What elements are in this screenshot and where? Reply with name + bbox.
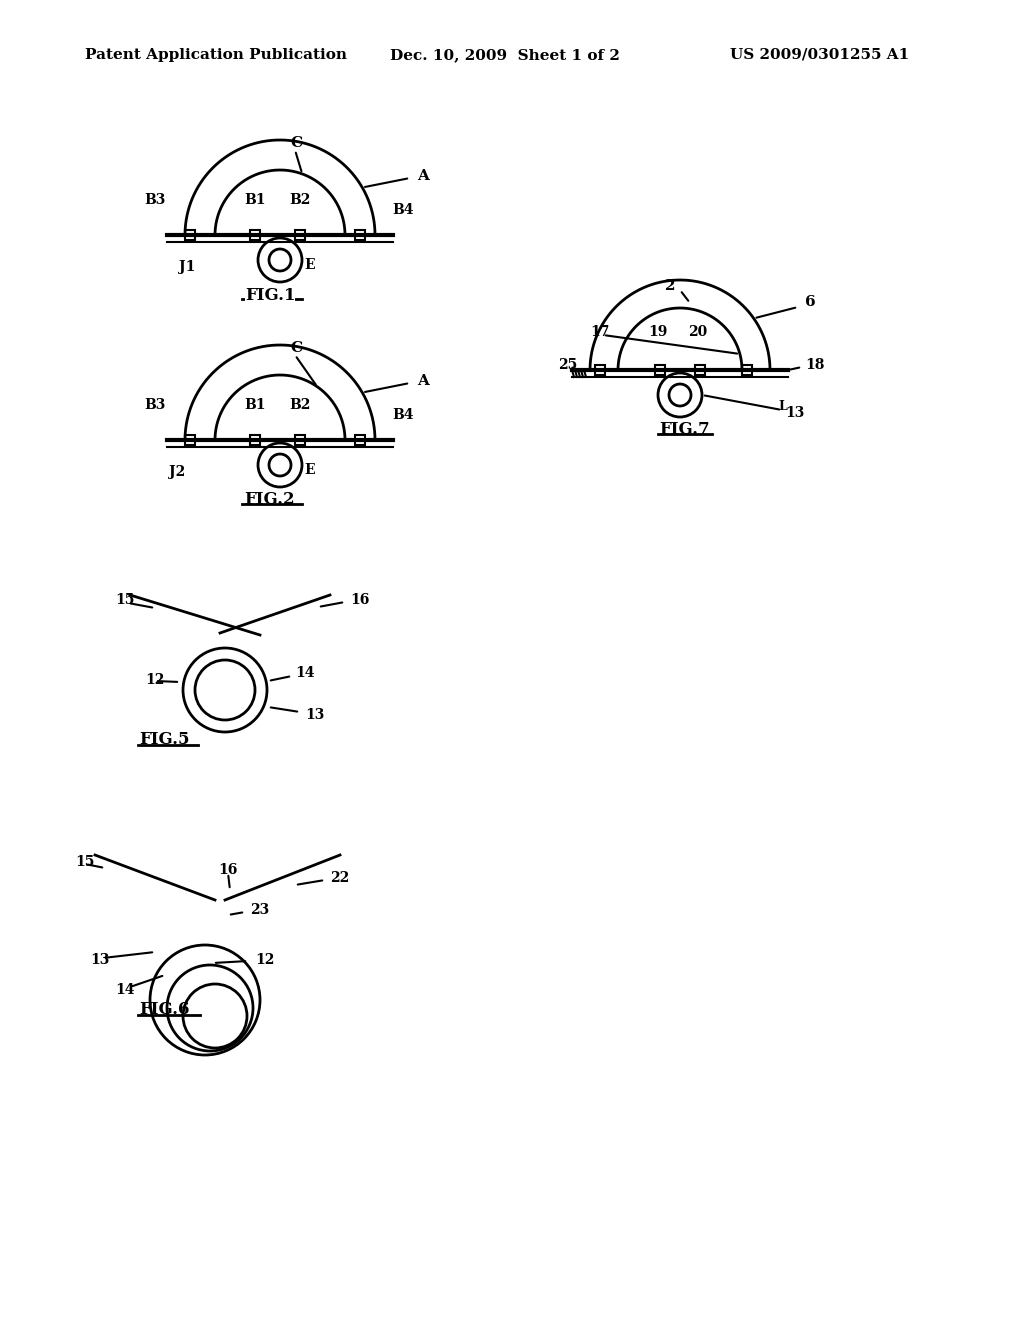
Text: 20: 20 — [688, 325, 708, 339]
Text: 16: 16 — [350, 593, 370, 607]
Text: 13: 13 — [305, 708, 325, 722]
Text: 2: 2 — [665, 279, 675, 293]
Text: 19: 19 — [648, 325, 668, 339]
Text: 22: 22 — [330, 871, 349, 884]
Text: J2: J2 — [169, 465, 185, 479]
Text: B2: B2 — [290, 193, 310, 207]
Text: 15: 15 — [75, 855, 94, 869]
Text: E: E — [305, 257, 315, 272]
Text: 23: 23 — [250, 903, 269, 917]
Text: B4: B4 — [392, 203, 414, 216]
Text: L: L — [778, 400, 786, 413]
Text: US 2009/0301255 A1: US 2009/0301255 A1 — [730, 48, 909, 62]
Bar — [595, 366, 605, 375]
Text: B1: B1 — [245, 193, 266, 207]
Bar — [295, 436, 305, 445]
Text: 14: 14 — [295, 667, 314, 680]
Text: J1: J1 — [179, 260, 196, 275]
Text: E: E — [305, 463, 315, 477]
Bar — [355, 230, 365, 240]
Text: 12: 12 — [145, 673, 165, 686]
Text: 13: 13 — [90, 953, 110, 968]
Bar — [355, 436, 365, 445]
Text: B1: B1 — [245, 399, 266, 412]
Bar — [185, 230, 195, 240]
Text: FIG.1: FIG.1 — [245, 286, 295, 304]
Text: FIG.5: FIG.5 — [139, 731, 190, 748]
Bar — [250, 436, 260, 445]
Bar — [655, 366, 665, 375]
Text: FIG.7: FIG.7 — [659, 421, 711, 438]
Text: FIG.6: FIG.6 — [139, 1002, 190, 1019]
Bar — [185, 436, 195, 445]
Text: 25: 25 — [558, 358, 578, 372]
Text: Patent Application Publication: Patent Application Publication — [85, 48, 347, 62]
Bar — [695, 366, 705, 375]
Text: B4: B4 — [392, 408, 414, 422]
Text: 12: 12 — [255, 953, 274, 968]
Bar — [250, 230, 260, 240]
Text: 13: 13 — [785, 407, 805, 420]
Text: FIG.2: FIG.2 — [245, 491, 295, 508]
Text: Dec. 10, 2009  Sheet 1 of 2: Dec. 10, 2009 Sheet 1 of 2 — [390, 48, 620, 62]
Text: C: C — [290, 136, 302, 150]
Bar — [742, 366, 752, 375]
Text: B2: B2 — [290, 399, 310, 412]
Text: B3: B3 — [144, 193, 166, 207]
Bar — [295, 230, 305, 240]
Text: A: A — [417, 374, 429, 388]
Text: C: C — [290, 341, 302, 355]
Text: 17: 17 — [590, 325, 609, 339]
Text: A: A — [417, 169, 429, 183]
Text: B3: B3 — [144, 399, 166, 412]
Text: 14: 14 — [115, 983, 134, 997]
Text: 15: 15 — [115, 593, 134, 607]
Text: 18: 18 — [805, 358, 824, 372]
Text: 6: 6 — [805, 296, 816, 309]
Text: 16: 16 — [218, 863, 238, 876]
